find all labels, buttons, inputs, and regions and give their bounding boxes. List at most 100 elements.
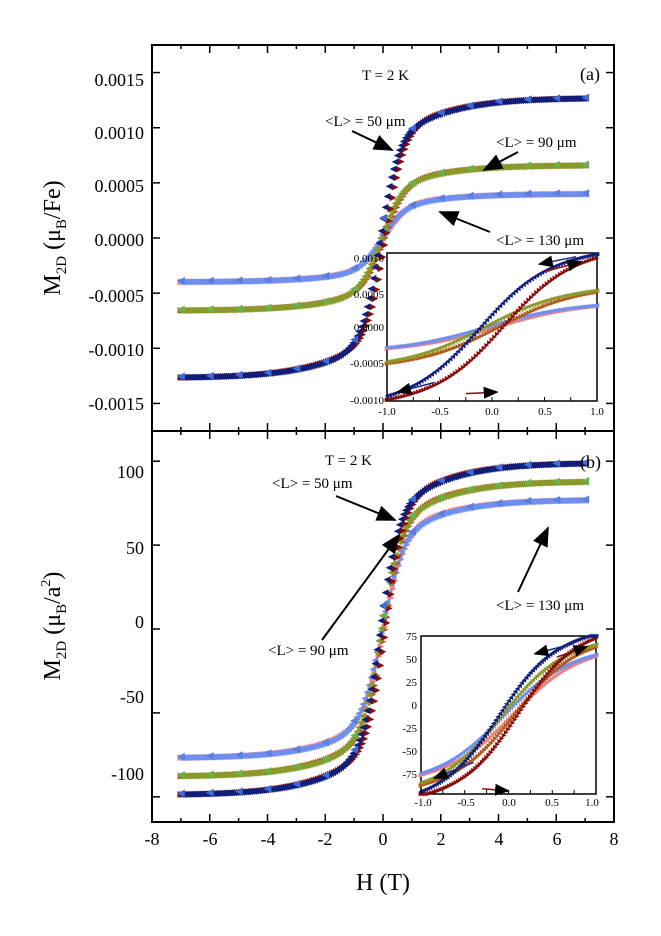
inset-x-tick-label: 0.5 [538, 406, 552, 418]
inset-y-tick-label: -0.0005 [350, 358, 384, 370]
data-point [263, 784, 272, 793]
data-point [350, 716, 359, 725]
inset-data-point [413, 353, 419, 359]
data-point [436, 168, 445, 177]
data-point [321, 771, 330, 780]
inset-data-point [442, 377, 448, 383]
inset-y-tick-label: 0.0005 [354, 289, 385, 301]
inset-data-point [423, 375, 429, 381]
inset-data-point [570, 291, 576, 297]
inset-data-point [471, 355, 477, 361]
data-point [292, 301, 301, 310]
inset-data-point [555, 307, 561, 313]
data-point [401, 523, 409, 531]
data-point [321, 271, 330, 280]
inset-data-point [495, 733, 500, 739]
data-point [389, 203, 397, 211]
data-point [383, 229, 391, 237]
inset-data-point [501, 733, 507, 738]
panel-a-y-tick-labels: 0.0015 0.0010 0.0005 0.0000 -0.0005 -0.0… [89, 70, 145, 414]
inset-data-point [519, 707, 525, 713]
panel-b-annotation-90: <L> = 90 μm [268, 643, 349, 659]
inset-data-point [497, 324, 503, 330]
inset-data-point [501, 725, 507, 731]
inset-data-point [534, 273, 540, 278]
inset-data-point [523, 701, 529, 706]
inset-data-point [486, 743, 492, 749]
inset-data-point [481, 324, 487, 330]
inset-data-point [547, 297, 553, 302]
inset-data-point [549, 296, 555, 302]
inset-data-point [384, 359, 390, 365]
data-point [381, 589, 389, 596]
panel-a-annotation-90: <L> = 90 μm [496, 135, 577, 151]
inset-data-point [395, 395, 400, 401]
data-point [234, 276, 243, 285]
data-point [397, 190, 405, 198]
inset-data-point [557, 261, 563, 267]
inset-data-point [450, 333, 456, 339]
data-point [363, 729, 371, 737]
inset-data-point [581, 304, 587, 310]
inset-data-point [591, 288, 597, 294]
inset-data-point [452, 370, 458, 376]
inset-data-point [408, 342, 414, 348]
data-point [403, 536, 411, 543]
x-tick-label: -8 [145, 829, 160, 849]
inset-data-point [397, 356, 403, 362]
inset-data-point [513, 288, 519, 294]
inset-data-point [576, 290, 582, 296]
inset-data-point [416, 352, 421, 358]
data-point [234, 769, 243, 778]
inset-data-point [400, 356, 406, 362]
data-point [355, 710, 363, 717]
inset-data-point [384, 393, 390, 399]
data-point [407, 124, 416, 133]
inset-data-point [387, 396, 393, 402]
data-point [403, 503, 411, 511]
inset-data-point [534, 290, 540, 295]
panel-a-label: (a) [580, 64, 600, 85]
data-point [367, 685, 375, 693]
inset-data-point [479, 736, 485, 742]
data-point [389, 165, 397, 173]
inset-data-point [392, 395, 398, 401]
inset-data-point [468, 335, 474, 340]
inset-data-point [473, 329, 479, 335]
inset-data-point [584, 289, 589, 295]
inset-data-point [384, 345, 390, 351]
inset-data-point [387, 358, 393, 364]
data-point [205, 770, 214, 779]
inset-data-point [523, 280, 529, 286]
inset-data-point [486, 340, 492, 346]
data-point [321, 738, 330, 747]
inset-data-point [528, 303, 534, 308]
data-point [375, 637, 383, 644]
data-point [363, 707, 371, 715]
inset-data-point [486, 727, 492, 733]
data-point [361, 272, 369, 280]
data-point [355, 328, 363, 336]
inset-x-tick-label: 0.0 [502, 797, 516, 809]
data-point [436, 108, 445, 117]
inset-data-point [463, 334, 469, 339]
inset-data-point [466, 753, 472, 759]
inset-data-point [594, 255, 600, 261]
inset-data-point [426, 349, 432, 355]
inset-data-point [549, 666, 555, 672]
data-point [494, 498, 503, 507]
inset-data-point [521, 282, 526, 287]
inset-data-point [492, 319, 498, 325]
data-point [367, 310, 375, 318]
inset-data-point [465, 360, 471, 366]
inset-data-point [395, 357, 400, 363]
data-point [371, 263, 379, 271]
inset-data-point [515, 286, 521, 292]
inset-data-point [494, 318, 500, 323]
inset-data-point [434, 346, 440, 352]
panel-b-y-tick-labels: 100 50 0 -50 -100 [111, 462, 144, 784]
data-point [405, 532, 413, 540]
inset-data-point [503, 723, 509, 729]
inset-data-point [508, 701, 514, 707]
inset-data-point [444, 376, 450, 381]
